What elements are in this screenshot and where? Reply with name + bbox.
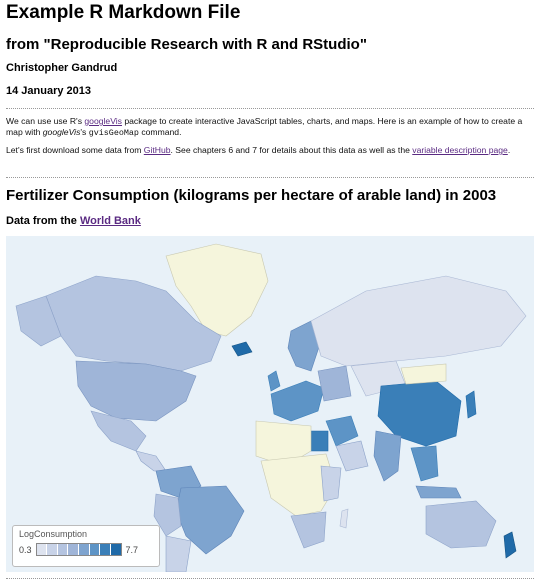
- country-middle-east[interactable]: [325, 415, 359, 447]
- country-argentina[interactable]: [165, 535, 192, 572]
- country-central-america[interactable]: [135, 450, 167, 472]
- data-source-label: Data from the: [6, 215, 80, 227]
- document-author: Christopher Gandrud: [6, 62, 118, 74]
- github-link[interactable]: GitHub: [143, 145, 171, 155]
- divider: [6, 578, 534, 579]
- world-bank-link[interactable]: World Bank: [79, 215, 141, 227]
- legend-color-step: [47, 544, 58, 555]
- legend-title: LogConsumption: [19, 529, 88, 539]
- googlevis-link[interactable]: googleVis: [84, 116, 122, 126]
- country-egypt[interactable]: [310, 430, 329, 452]
- country-russia[interactable]: [310, 275, 527, 367]
- intro-text: .: [507, 145, 511, 155]
- country-peru[interactable]: [153, 493, 182, 537]
- legend-max: 7.7: [125, 544, 139, 555]
- country-canada[interactable]: [45, 275, 222, 372]
- intro-code: gvisGeoMap: [88, 128, 139, 138]
- section-title: Fertilizer Consumption (kilograms per he…: [6, 187, 497, 204]
- data-source: Data from the World Bank: [6, 215, 141, 227]
- intro-emphasis: googleVis: [42, 127, 81, 137]
- country-east-africa[interactable]: [320, 465, 342, 502]
- intro-text: package to create interactive JavaScript…: [6, 116, 523, 137]
- legend-color-step: [57, 544, 69, 555]
- country-new-zealand[interactable]: [503, 531, 517, 559]
- intro-text: 's: [80, 127, 89, 137]
- intro-text: Let's first download some data from: [6, 145, 144, 155]
- country-indonesia[interactable]: [415, 485, 462, 499]
- country-india[interactable]: [373, 430, 402, 482]
- divider: [6, 108, 534, 109]
- country-china[interactable]: [377, 380, 462, 447]
- divider: [6, 177, 534, 178]
- country-iceland[interactable]: [231, 341, 253, 357]
- country-alaska[interactable]: [15, 295, 62, 347]
- country-greenland[interactable]: [165, 243, 269, 337]
- intro-paragraph-2: Let's first download some data from GitH…: [6, 145, 534, 156]
- country-madagascar[interactable]: [339, 508, 349, 529]
- world-map-svg[interactable]: [6, 236, 534, 572]
- geo-map[interactable]: LogConsumption 0.3 7.7: [6, 236, 534, 572]
- country-uk[interactable]: [267, 370, 281, 392]
- intro-text: We can use use R's: [6, 116, 85, 126]
- legend-color-step: [100, 544, 111, 555]
- country-mongolia[interactable]: [400, 363, 447, 385]
- country-australia[interactable]: [425, 500, 497, 549]
- country-saudi-arabia[interactable]: [335, 440, 369, 472]
- legend-color-step: [89, 544, 101, 555]
- legend-color-bar: [35, 543, 122, 556]
- legend-scale: 0.3 7.7: [19, 543, 153, 556]
- country-usa[interactable]: [75, 360, 197, 422]
- legend-color-step: [79, 544, 90, 555]
- legend-min: 0.3: [19, 544, 32, 555]
- legend-color-step: [68, 544, 80, 555]
- intro-text: . See chapters 6 and 7 for details about…: [170, 145, 413, 155]
- country-japan[interactable]: [465, 390, 477, 419]
- country-southeast-asia[interactable]: [410, 445, 439, 482]
- document-subtitle: from "Reproducible Research with R and R…: [6, 36, 367, 53]
- country-central-africa[interactable]: [260, 453, 337, 517]
- legend-color-step: [36, 544, 48, 555]
- document-title: Example R Markdown File: [6, 2, 241, 23]
- country-eastern-europe[interactable]: [317, 365, 352, 402]
- document-date: 14 January 2013: [6, 85, 92, 97]
- variable-description-link[interactable]: variable description page: [412, 145, 508, 155]
- country-western-europe[interactable]: [270, 380, 325, 422]
- intro-paragraph-1: We can use use R's googleVis package to …: [6, 116, 534, 139]
- country-south-africa[interactable]: [290, 511, 327, 549]
- intro-text: command.: [138, 127, 182, 137]
- map-legend: LogConsumption 0.3 7.7: [12, 525, 160, 567]
- legend-color-step: [110, 544, 121, 555]
